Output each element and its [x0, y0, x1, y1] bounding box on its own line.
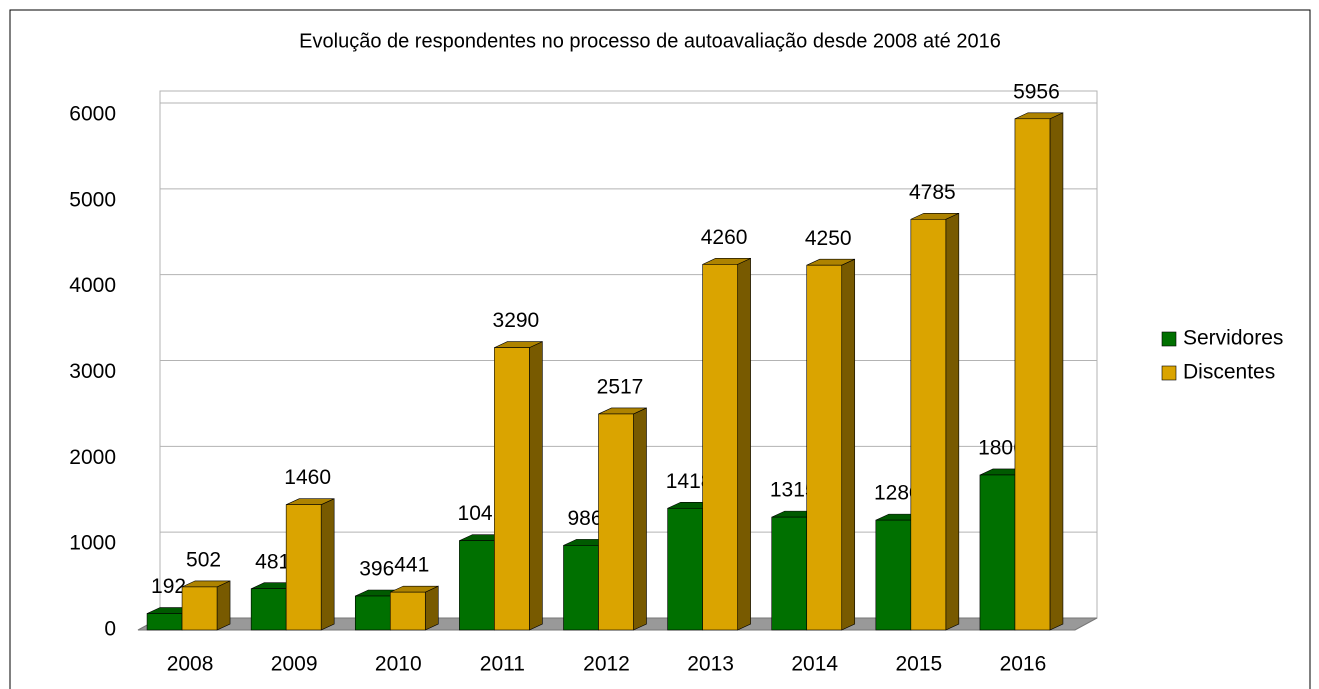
data-label: 3290	[493, 309, 540, 332]
data-label: 502	[186, 548, 221, 571]
data-label: 5956	[1013, 80, 1060, 103]
bar	[285, 498, 335, 631]
y-tick-label: 6000	[69, 103, 116, 126]
bar-front	[494, 347, 530, 631]
bar-side	[529, 341, 543, 631]
bar	[910, 212, 960, 631]
y-tick-label: 0	[104, 618, 116, 641]
bar-side	[633, 407, 647, 631]
bar	[806, 258, 856, 631]
y-tick-label: 3000	[69, 360, 116, 383]
y-tick-label: 1000	[69, 532, 116, 555]
y-tick-label: 5000	[69, 188, 116, 211]
x-tick-label: 2016	[1000, 653, 1047, 676]
bar-front	[702, 264, 738, 631]
bar	[389, 585, 439, 631]
bar-side	[320, 498, 335, 631]
legend-swatch	[1161, 365, 1177, 381]
data-label: 2517	[597, 376, 644, 399]
legend-label: Servidores	[1183, 327, 1283, 350]
bar-front	[667, 507, 703, 631]
bar-front	[910, 218, 947, 631]
data-label: 396	[359, 558, 394, 581]
x-tick-label: 2015	[895, 653, 942, 676]
bar-front	[146, 613, 183, 631]
legend-label: Discentes	[1183, 361, 1275, 384]
data-label: 4785	[909, 181, 956, 204]
bar-front	[771, 516, 808, 631]
data-label: 192	[151, 575, 186, 598]
data-label: 4250	[805, 227, 852, 250]
data-label: 1460	[284, 466, 331, 489]
bar-side	[1049, 112, 1064, 631]
chart-title: Evolução de respondentes no processo de …	[299, 30, 1001, 52]
bar-front	[875, 519, 912, 631]
legend-swatch	[1161, 331, 1177, 347]
bar	[494, 341, 543, 631]
data-label: 481	[255, 550, 290, 573]
bar	[702, 257, 751, 631]
x-tick-label: 2014	[791, 653, 838, 676]
bar-front	[1014, 118, 1051, 631]
x-tick-label: 2008	[167, 653, 214, 676]
x-tick-label: 2009	[271, 653, 318, 676]
bar-front	[563, 545, 599, 631]
x-tick-label: 2013	[687, 653, 734, 676]
data-label: 1806	[978, 437, 1025, 460]
bar-front	[389, 591, 426, 631]
bar-side	[424, 585, 439, 631]
bar-front	[354, 595, 391, 631]
data-label: 441	[394, 554, 429, 577]
bar-front	[459, 540, 495, 631]
data-label: 4260	[701, 226, 748, 249]
y-tick-label: 2000	[69, 446, 116, 469]
bar-front	[250, 588, 287, 631]
data-label: 1280	[874, 482, 921, 505]
bar-side	[945, 212, 960, 631]
bar-front	[181, 586, 218, 631]
x-tick-label: 2010	[375, 653, 422, 676]
y-tick-label: 4000	[69, 274, 116, 297]
bar-side	[216, 580, 231, 631]
frame	[9, 9, 1311, 689]
bar-front	[598, 413, 634, 631]
bar-side	[737, 257, 751, 631]
data-label: 1315	[770, 479, 817, 502]
bar	[181, 580, 231, 631]
bar-front	[285, 504, 322, 631]
bar	[1014, 112, 1064, 631]
bar	[598, 407, 647, 631]
data-label: 986	[567, 507, 602, 530]
x-tick-label: 2011	[480, 653, 525, 676]
data-label: 1418	[666, 470, 713, 493]
bar-side	[841, 258, 856, 631]
bar-front	[979, 474, 1016, 631]
x-tick-label: 2012	[583, 653, 630, 676]
data-label: 1041	[458, 502, 505, 525]
bar-front	[806, 264, 843, 631]
